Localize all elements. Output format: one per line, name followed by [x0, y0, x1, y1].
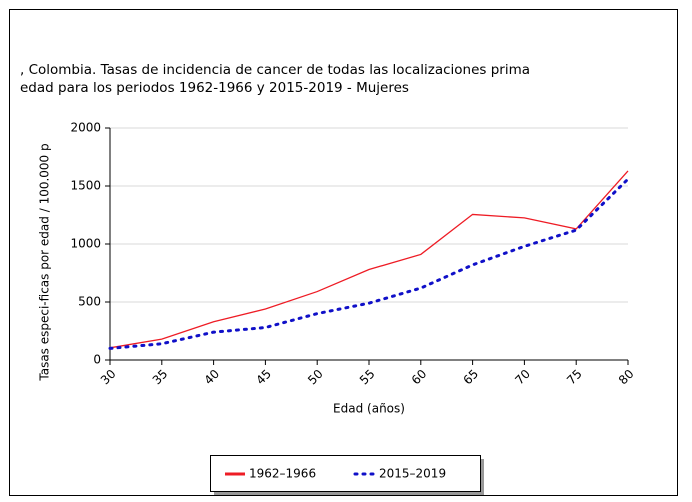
x-axis-label: Edad (años) — [333, 402, 405, 416]
frame — [9, 9, 678, 496]
title-line: edad para los periodos 1962-1966 y 2015-… — [20, 80, 409, 96]
y-axis-label: Tasas especi-ficas por edad / 100.000 p — [38, 143, 52, 381]
y-tick-label: 500 — [78, 295, 101, 309]
y-tick-label: 0 — [93, 353, 101, 367]
series-line — [108, 177, 630, 350]
legend-label: 2015–2019 — [379, 467, 446, 481]
y-tick-label: 1000 — [70, 237, 101, 251]
legend-label: 1962–1966 — [249, 467, 316, 481]
y-tick-label: 2000 — [70, 121, 101, 135]
series-line — [109, 170, 629, 349]
legend — [210, 455, 481, 492]
title-line: , Colombia. Tasas de incidencia de cance… — [20, 62, 530, 78]
y-tick-label: 1500 — [70, 179, 101, 193]
